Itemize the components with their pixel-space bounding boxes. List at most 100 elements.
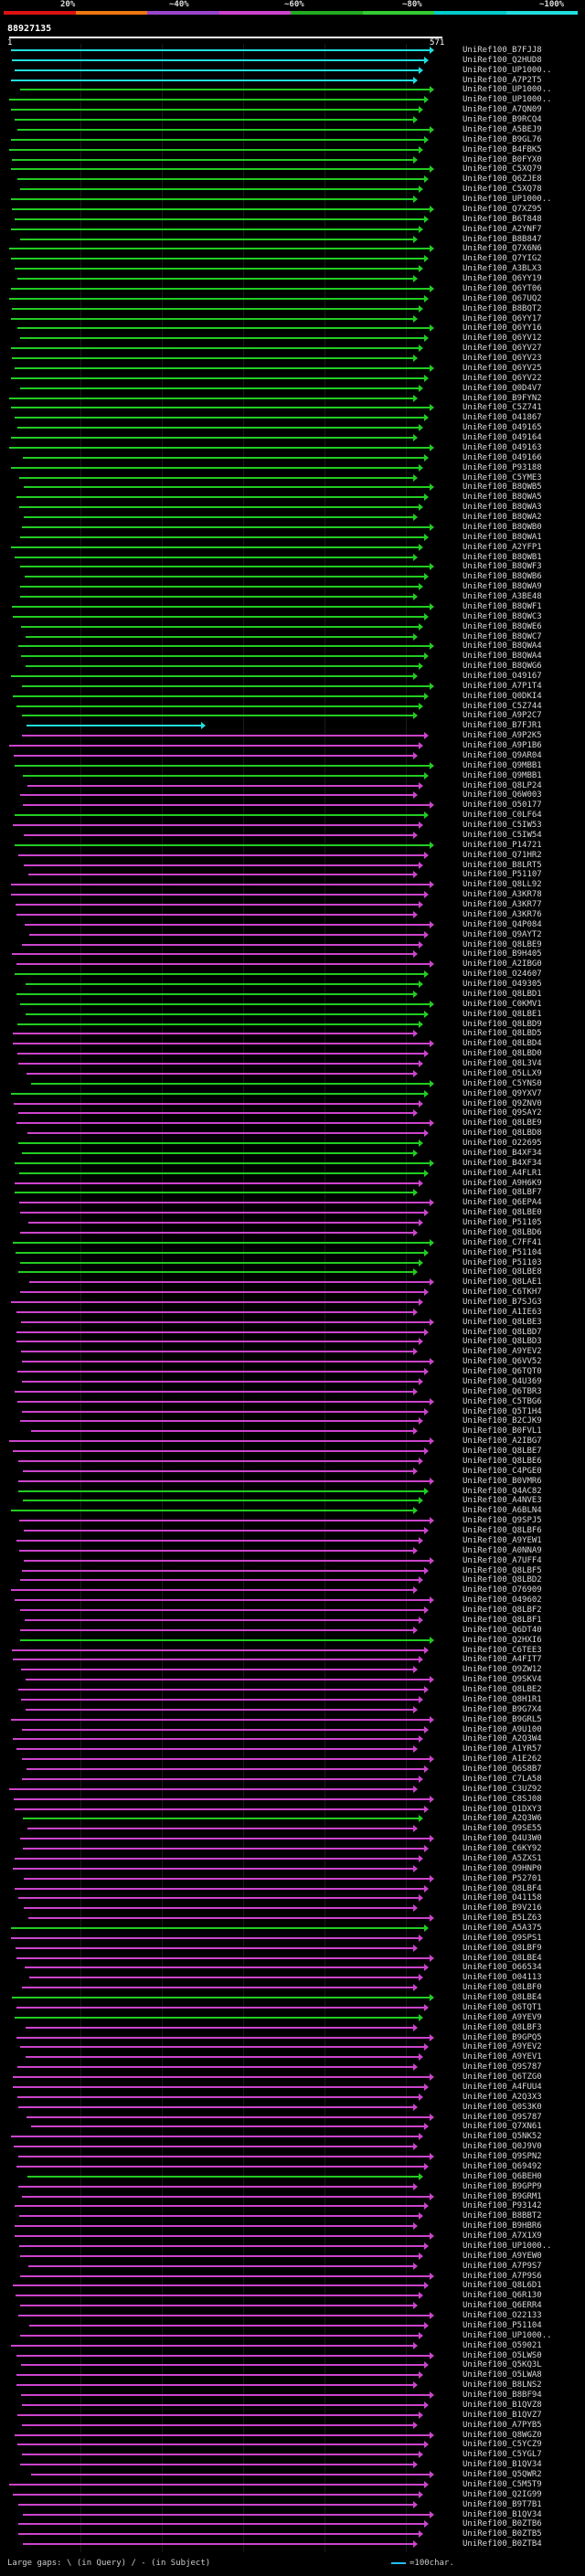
hit-label[interactable]: UniRef100_Q6S8B7 bbox=[463, 1765, 542, 1775]
hit-label[interactable]: UniRef100_O49164 bbox=[463, 433, 542, 443]
hit-label[interactable]: UniRef100_B9G7X4 bbox=[463, 1704, 542, 1714]
hit-label[interactable]: UniRef100_B9T7B1 bbox=[463, 2499, 542, 2509]
hit-label[interactable]: UniRef100_Q8LBE6 bbox=[463, 1456, 542, 1466]
hit-label[interactable]: UniRef100_Q8LL92 bbox=[463, 880, 542, 890]
hit-label[interactable]: UniRef100_Q9SE55 bbox=[463, 1824, 542, 1834]
hit-label[interactable]: UniRef100_A3BLX3 bbox=[463, 264, 542, 274]
hit-label[interactable]: UniRef100_Q6R130 bbox=[463, 2291, 542, 2301]
hit-label[interactable]: UniRef100_P93188 bbox=[463, 462, 542, 472]
hit-label[interactable]: UniRef100_Q9YXV7 bbox=[463, 1088, 542, 1098]
hit-label[interactable]: UniRef100_A4FLR1 bbox=[463, 1168, 542, 1178]
hit-label[interactable]: UniRef100_Q8LBE8 bbox=[463, 1267, 542, 1277]
hit-label[interactable]: UniRef100_B8QWF1 bbox=[463, 601, 542, 611]
hit-label[interactable]: UniRef100_Q6TZG0 bbox=[463, 2072, 542, 2083]
hit-label[interactable]: UniRef100_O50177 bbox=[463, 800, 542, 811]
hit-label[interactable]: UniRef100_Q8LBD8 bbox=[463, 1129, 542, 1139]
hit-label[interactable]: UniRef100_Q8LBE4 bbox=[463, 1993, 542, 2003]
hit-label[interactable]: UniRef100_C5XQ78 bbox=[463, 185, 542, 195]
hit-label[interactable]: UniRef100_Q9SPJ5 bbox=[463, 1516, 542, 1526]
hit-label[interactable]: UniRef100_A2IBG0 bbox=[463, 959, 542, 970]
hit-label[interactable]: UniRef100_A1E262 bbox=[463, 1754, 542, 1765]
hit-label[interactable]: UniRef100_O22133 bbox=[463, 2311, 542, 2321]
hit-label[interactable]: UniRef100_Q1DXY3 bbox=[463, 1804, 542, 1814]
hit-label[interactable]: UniRef100_P51104 bbox=[463, 2320, 542, 2330]
hit-label[interactable]: UniRef100_B0ZTB4 bbox=[463, 2539, 542, 2549]
hit-label[interactable]: UniRef100_A2Q3X3 bbox=[463, 2092, 542, 2102]
hit-label[interactable]: UniRef100_UP1000.. bbox=[463, 65, 552, 75]
hit-label[interactable]: UniRef100_Q8LAE1 bbox=[463, 1277, 542, 1288]
hit-label[interactable]: UniRef100_B8QWA5 bbox=[463, 493, 542, 503]
hit-label[interactable]: UniRef100_Q2IG99 bbox=[463, 2489, 542, 2499]
hit-label[interactable]: UniRef100_UP1000.. bbox=[463, 85, 552, 95]
hit-label[interactable]: UniRef100_Q8LBD0 bbox=[463, 1049, 542, 1059]
hit-label[interactable]: UniRef100_B8QWB6 bbox=[463, 572, 542, 582]
hit-label[interactable]: UniRef100_Q8LBF4 bbox=[463, 1883, 542, 1893]
hit-label[interactable]: UniRef100_Q6YY19 bbox=[463, 274, 542, 284]
hit-label[interactable]: UniRef100_Q0DKI4 bbox=[463, 691, 542, 701]
hit-label[interactable]: UniRef100_O41158 bbox=[463, 1893, 542, 1903]
hit-label[interactable]: UniRef100_C0KMV1 bbox=[463, 999, 542, 1009]
hit-label[interactable]: UniRef100_Q4AC82 bbox=[463, 1486, 542, 1496]
hit-label[interactable]: UniRef100_O49165 bbox=[463, 423, 542, 433]
hit-label[interactable]: UniRef100_B1QVZ8 bbox=[463, 2400, 542, 2410]
hit-label[interactable]: UniRef100_A5ZXS1 bbox=[463, 1853, 542, 1863]
hit-label[interactable]: UniRef100_B8QWB1 bbox=[463, 552, 542, 562]
hit-label[interactable]: UniRef100_Q8LBD1 bbox=[463, 989, 542, 999]
hit-label[interactable]: UniRef100_B8QWA4 bbox=[463, 652, 542, 662]
hit-label[interactable]: UniRef100_Q6YV27 bbox=[463, 344, 542, 354]
hit-label[interactable]: UniRef100_B8LRT5 bbox=[463, 860, 542, 870]
hit-label[interactable]: UniRef100_Q7XN61 bbox=[463, 2122, 542, 2132]
hit-label[interactable]: UniRef100_Q9ZW12 bbox=[463, 1665, 542, 1675]
hit-label[interactable]: UniRef100_B9FYN2 bbox=[463, 393, 542, 403]
hit-label[interactable]: UniRef100_O49167 bbox=[463, 672, 542, 681]
hit-label[interactable]: UniRef100_P51103 bbox=[463, 1257, 542, 1267]
hit-label[interactable]: UniRef100_C5Z744 bbox=[463, 701, 542, 711]
hit-label[interactable]: UniRef100_A7PYB5 bbox=[463, 2420, 542, 2430]
hit-label[interactable]: UniRef100_A9YEV2 bbox=[463, 1347, 542, 1357]
hit-label[interactable]: UniRef100_C5IW54 bbox=[463, 830, 542, 840]
hit-label[interactable]: UniRef100_Q8LBD5 bbox=[463, 1029, 542, 1039]
hit-label[interactable]: UniRef100_Q6DT40 bbox=[463, 1625, 542, 1635]
hit-label[interactable]: UniRef100_O76909 bbox=[463, 1585, 542, 1595]
hit-label[interactable]: UniRef100_Q8LBE9 bbox=[463, 939, 542, 949]
hit-label[interactable]: UniRef100_B7FJR1 bbox=[463, 721, 542, 731]
hit-label[interactable]: UniRef100_A3KR76 bbox=[463, 909, 542, 919]
hit-label[interactable]: UniRef100_C5Z741 bbox=[463, 403, 542, 413]
hit-label[interactable]: UniRef100_P93142 bbox=[463, 2201, 542, 2211]
hit-label[interactable]: UniRef100_B9GRM1 bbox=[463, 2191, 542, 2201]
hit-label[interactable]: UniRef100_Q0D4V7 bbox=[463, 383, 542, 393]
hit-label[interactable]: UniRef100_Q9ZNV0 bbox=[463, 1098, 542, 1108]
hit-label[interactable]: UniRef100_Q8LBF6 bbox=[463, 1526, 542, 1536]
hit-label[interactable]: UniRef100_P14721 bbox=[463, 840, 542, 850]
hit-label[interactable]: UniRef100_C8SJ08 bbox=[463, 1794, 542, 1804]
hit-label[interactable]: UniRef100_Q8L6D1 bbox=[463, 2281, 542, 2291]
hit-label[interactable]: UniRef100_Q4P084 bbox=[463, 919, 542, 929]
hit-label[interactable]: UniRef100_A3BE48 bbox=[463, 592, 542, 602]
hit-label[interactable]: UniRef100_Q4U369 bbox=[463, 1376, 542, 1386]
hit-label[interactable]: UniRef100_B8QWA3 bbox=[463, 503, 542, 513]
hit-label[interactable]: UniRef100_Q6YV25 bbox=[463, 363, 542, 373]
hit-label[interactable]: UniRef100_O59021 bbox=[463, 2340, 542, 2350]
hit-label[interactable]: UniRef100_B7FJJ8 bbox=[463, 46, 542, 55]
hit-label[interactable]: UniRef100_A7P1T4 bbox=[463, 681, 542, 691]
hit-label[interactable]: UniRef100_C0LF64 bbox=[463, 811, 542, 821]
hit-label[interactable]: UniRef100_Q9AR04 bbox=[463, 750, 542, 760]
hit-label[interactable]: UniRef100_A7P9S6 bbox=[463, 2271, 542, 2281]
hit-label[interactable]: UniRef100_Q8LBD6 bbox=[463, 1227, 542, 1237]
hit-label[interactable]: UniRef100_O5LLX9 bbox=[463, 1068, 542, 1078]
hit-label[interactable]: UniRef100_A5BEJ9 bbox=[463, 124, 542, 134]
hit-label[interactable]: UniRef100_Q9HNP0 bbox=[463, 1863, 542, 1873]
hit-label[interactable]: UniRef100_Q67UQ2 bbox=[463, 293, 542, 303]
hit-label[interactable]: UniRef100_Q8LBE3 bbox=[463, 1317, 542, 1327]
hit-label[interactable]: UniRef100_Q6TBR3 bbox=[463, 1386, 542, 1396]
hit-label[interactable]: UniRef100_Q71HR2 bbox=[463, 850, 542, 860]
hit-label[interactable]: UniRef100_Q6YV23 bbox=[463, 354, 542, 364]
hit-label[interactable]: UniRef100_O04113 bbox=[463, 1973, 542, 1983]
hit-label[interactable]: UniRef100_Q8LBE2 bbox=[463, 1685, 542, 1695]
hit-label[interactable]: UniRef100_Q8LBD2 bbox=[463, 1575, 542, 1585]
hit-label[interactable]: UniRef100_A9YEV9 bbox=[463, 2012, 542, 2022]
hit-label[interactable]: UniRef100_P51105 bbox=[463, 1218, 542, 1228]
hit-label[interactable]: UniRef100_B9GPQ5 bbox=[463, 2032, 542, 2042]
hit-label[interactable]: UniRef100_C6KY92 bbox=[463, 1844, 542, 1854]
hit-label[interactable]: UniRef100_Q8LBF7 bbox=[463, 1188, 542, 1198]
